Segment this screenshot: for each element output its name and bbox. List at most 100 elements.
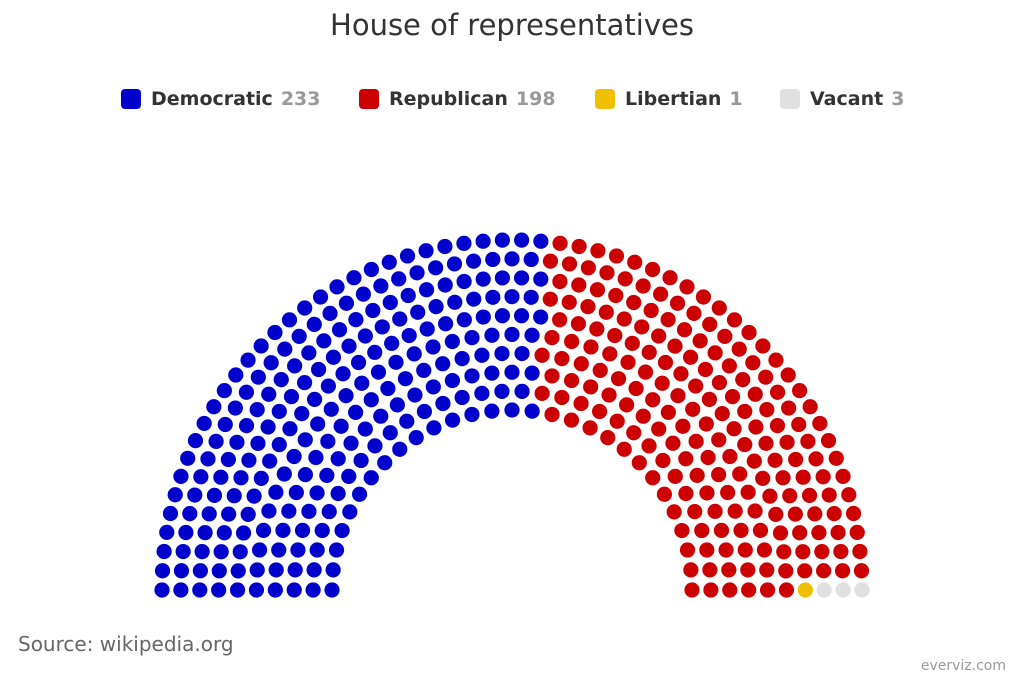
seat-democratic[interactable] [416,362,432,378]
seat-republican[interactable] [580,299,596,315]
seat-democratic[interactable] [233,470,249,486]
seat-democratic[interactable] [428,299,444,315]
seat-republican[interactable] [608,287,624,304]
seat-democratic[interactable] [200,451,216,467]
seat-republican[interactable] [711,466,727,483]
seat-democratic[interactable] [248,582,265,598]
seat-democratic[interactable] [392,441,408,457]
seat-democratic[interactable] [324,582,340,598]
seat-democratic[interactable] [281,312,298,328]
seat-republican[interactable] [702,316,718,333]
seat-republican[interactable] [756,542,773,558]
seat-democratic[interactable] [504,289,520,305]
seat-democratic[interactable] [283,388,300,405]
seat-democratic[interactable] [229,434,245,450]
seat-republican[interactable] [554,389,570,406]
seat-democratic[interactable] [464,329,480,346]
seat-democratic[interactable] [286,448,302,465]
seat-democratic[interactable] [271,436,287,453]
seat-republican[interactable] [564,333,580,350]
seat-democratic[interactable] [353,452,369,469]
seat-republican[interactable] [700,449,716,466]
seat-republican[interactable] [780,367,796,383]
seat-democratic[interactable] [428,260,444,276]
seat-republican[interactable] [703,582,719,598]
seat-democratic[interactable] [484,403,500,419]
seat-democratic[interactable] [217,416,233,433]
seat-republican[interactable] [678,485,694,502]
seat-republican[interactable] [676,322,693,338]
seat-democratic[interactable] [504,326,520,343]
seat-democratic[interactable] [418,282,435,298]
seat-democratic[interactable] [380,380,396,397]
seat-democratic[interactable] [213,469,229,485]
seat-democratic[interactable] [238,384,255,400]
seat-republican[interactable] [795,469,811,485]
seat-democratic[interactable] [310,361,327,378]
seat-democratic[interactable] [382,425,398,441]
seat-republican[interactable] [821,487,837,503]
seat-democratic[interactable] [533,309,549,325]
seat-democratic[interactable] [456,273,472,290]
seat-republican[interactable] [692,333,708,349]
seat-republican[interactable] [826,506,842,522]
seat-democratic[interactable] [494,383,510,399]
seat-democratic[interactable] [227,400,243,416]
seat-republican[interactable] [583,339,599,355]
seat-republican[interactable] [735,372,751,388]
seat-republican[interactable] [791,416,807,433]
seat-democratic[interactable] [261,503,277,519]
seat-democratic[interactable] [296,374,313,391]
seat-republican[interactable] [816,563,832,579]
seat-democratic[interactable] [341,468,357,484]
seat-republican[interactable] [679,542,696,558]
seat-democratic[interactable] [301,503,317,519]
seat-democratic[interactable] [333,418,349,434]
seat-republican[interactable] [797,563,813,579]
seat-republican[interactable] [852,543,868,560]
seat-democratic[interactable] [187,433,204,449]
seat-democratic[interactable] [277,341,293,357]
seat-democratic[interactable] [363,261,380,278]
seat-democratic[interactable] [250,369,266,385]
seat-republican[interactable] [775,470,791,486]
seat-republican[interactable] [724,388,741,405]
seat-republican[interactable] [670,388,686,404]
seat-democratic[interactable] [262,453,278,469]
seat-republican[interactable] [772,525,789,541]
seat-republican[interactable] [776,544,792,560]
seat-republican[interactable] [688,433,704,449]
seat-republican[interactable] [687,503,703,520]
seat-democratic[interactable] [363,470,379,486]
legend-item-libertian[interactable]: Libertian 1 [595,88,743,110]
seat-republican[interactable] [620,354,636,370]
seat-democratic[interactable] [389,397,405,413]
seat-republican[interactable] [619,397,635,413]
seat-democratic[interactable] [173,582,189,598]
seat-democratic[interactable] [240,506,256,522]
seat-democratic[interactable] [367,438,383,454]
seat-democratic[interactable] [213,544,229,560]
seat-republican[interactable] [707,503,723,519]
seat-democratic[interactable] [341,338,357,354]
seat-democratic[interactable] [406,346,422,362]
seat-republican[interactable] [608,248,625,264]
seat-republican[interactable] [637,364,654,380]
seat-republican[interactable] [542,253,559,269]
seat-democratic[interactable] [343,435,359,451]
seat-republican[interactable] [711,432,727,448]
seat-democratic[interactable] [408,429,424,446]
seat-republican[interactable] [698,416,714,432]
legend-item-democratic[interactable]: Democratic 233 [121,88,321,110]
seat-republican[interactable] [727,503,743,519]
seat-republican[interactable] [828,450,844,466]
seat-democratic[interactable] [297,300,313,316]
seat-republican[interactable] [787,506,803,522]
seat-democratic[interactable] [363,392,379,408]
seat-democratic[interactable] [524,403,540,419]
seat-democratic[interactable] [288,484,304,501]
seat-democratic[interactable] [250,435,266,451]
seat-democratic[interactable] [416,403,433,420]
seat-democratic[interactable] [484,365,500,381]
seat-republican[interactable] [702,562,718,578]
